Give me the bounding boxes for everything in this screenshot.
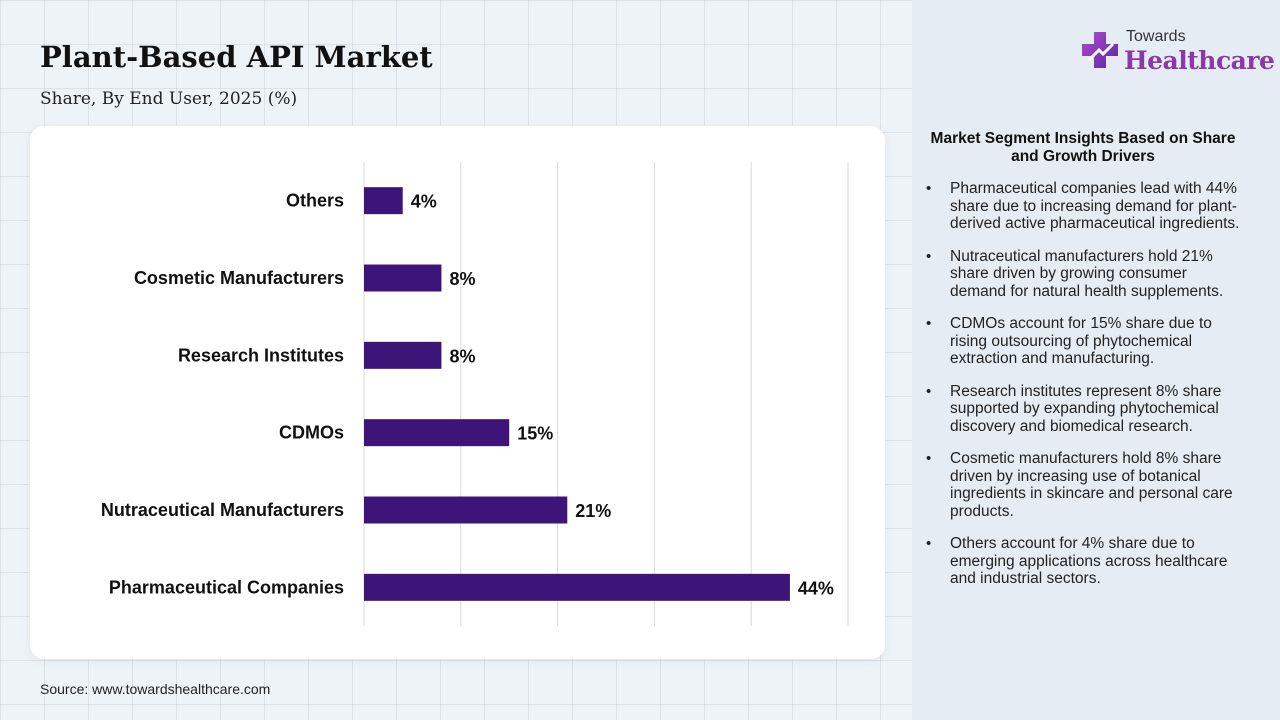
data-label: 8% — [449, 269, 475, 289]
insight-item: • Pharmaceutical companies lead with 44% … — [924, 180, 1244, 233]
bar — [364, 341, 442, 369]
insights-panel — [912, 0, 1280, 720]
insight-text: Others account for 4% share due to emerg… — [950, 535, 1228, 587]
insight-item: • CDMOs account for 15% share due to risi… — [924, 315, 1244, 368]
insight-item: • Cosmetic manufacturers hold 8% share dr… — [924, 450, 1244, 520]
bar — [364, 187, 403, 215]
insight-text: Cosmetic manufacturers hold 8% share dri… — [950, 450, 1233, 520]
insight-item: • Nutraceutical manufacturers hold 21% sh… — [924, 248, 1244, 301]
insight-text: Pharmaceutical companies lead with 44% s… — [950, 180, 1240, 232]
bar — [364, 573, 790, 601]
bullet-icon: • — [926, 450, 932, 467]
insights-list: • Pharmaceutical companies lead with 44% … — [924, 180, 1244, 603]
page-subtitle: Share, By End User, 2025 (%) — [40, 89, 298, 109]
bar — [364, 496, 568, 524]
source-note: Source: www.towardshealthcare.com — [40, 681, 271, 697]
insight-item: • Others account for 4% share due to emer… — [924, 535, 1244, 588]
logo-text-top: Towards — [1126, 28, 1186, 45]
data-label: 4% — [411, 192, 437, 212]
insights-title: Market Segment Insights Based on Share a… — [930, 130, 1236, 165]
insight-text: CDMOs account for 15% share due to risin… — [950, 315, 1212, 367]
logo-text-bottom: Healthcare — [1124, 46, 1275, 75]
insight-text: Research institutes represent 8% share s… — [950, 382, 1222, 435]
data-label: 21% — [575, 501, 611, 521]
data-label: 8% — [449, 346, 475, 366]
category-label: Cosmetic Manufacturers — [134, 268, 344, 288]
bullet-icon: • — [926, 247, 932, 265]
bar — [364, 419, 510, 447]
cross-icon — [1082, 32, 1118, 68]
category-label: Nutraceutical Manufacturers — [101, 500, 344, 520]
category-label: Research Institutes — [178, 345, 344, 365]
insight-item: • Research institutes represent 8% share … — [924, 383, 1244, 436]
chart-card: Others 4% Cosmetic Manufacturers 8% Research… — [30, 126, 885, 659]
brand-logo: Towards Healthcare — [1080, 28, 1275, 78]
category-label: Others — [286, 191, 344, 211]
bullet-icon: • — [926, 180, 932, 197]
category-label: Pharmaceutical Companies — [109, 577, 344, 597]
data-label: 15% — [517, 424, 553, 444]
bar — [364, 264, 442, 292]
bullet-icon: • — [926, 315, 932, 332]
page-title: Plant-Based API Market — [40, 40, 433, 74]
category-label: CDMOs — [279, 423, 344, 443]
data-label: 44% — [798, 578, 834, 598]
insight-text: Nutraceutical manufacturers hold 21% sha… — [950, 247, 1224, 300]
bullet-icon: • — [926, 382, 932, 400]
bullet-icon: • — [926, 535, 932, 552]
bar-chart: Others 4% Cosmetic Manufacturers 8% Research… — [101, 162, 849, 626]
